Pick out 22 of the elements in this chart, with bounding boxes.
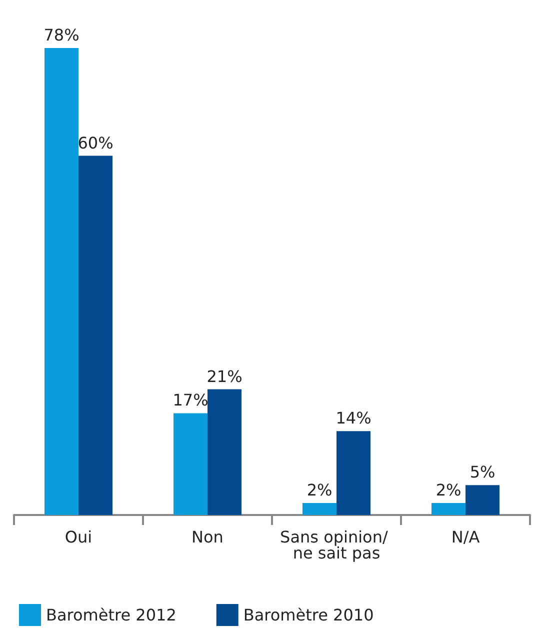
data-label: 5% — [470, 462, 496, 482]
bar — [336, 431, 370, 515]
bar — [208, 389, 242, 515]
data-label: 21% — [206, 366, 242, 386]
bar — [44, 48, 78, 515]
bar — [174, 413, 208, 515]
data-label: 17% — [172, 390, 208, 410]
x-tick-label: Oui — [64, 528, 92, 546]
x-tick-label: Non — [192, 528, 224, 546]
data-label: 2% — [306, 480, 332, 500]
data-label: 14% — [336, 408, 372, 428]
bar — [302, 503, 336, 515]
legend-label: Baromètre 2010 — [243, 606, 374, 624]
bar — [466, 485, 500, 515]
bar — [78, 156, 112, 515]
data-label: 2% — [436, 480, 462, 500]
x-tick-label: N/A — [451, 528, 480, 546]
legend-label: Baromètre 2012 — [46, 606, 176, 624]
bar — [432, 503, 466, 515]
data-label: 60% — [78, 133, 114, 152]
data-label: 78% — [44, 25, 80, 44]
x-tick-label: Sans opinion/ ne sait pas — [280, 528, 393, 562]
